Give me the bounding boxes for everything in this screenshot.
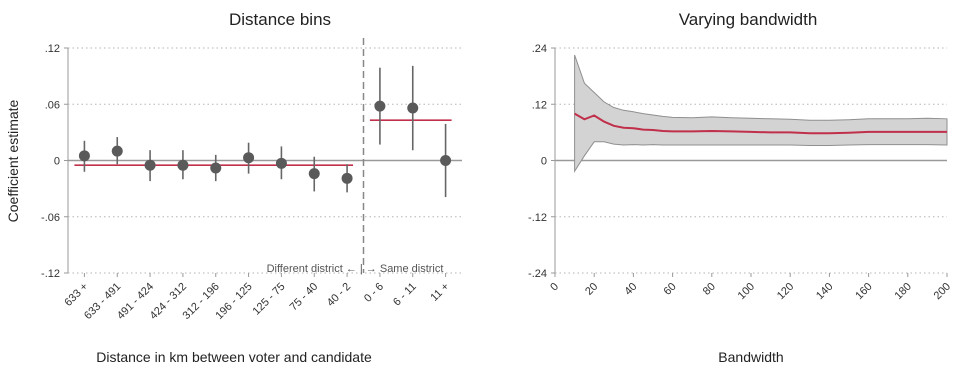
- right-y-tick-label: -.12: [528, 212, 547, 224]
- right-x-tick-label: 140: [814, 281, 835, 302]
- right-y-tick-labels: .24 .12 0 -.12 -.24: [528, 43, 547, 280]
- data-point: [111, 145, 123, 157]
- data-point: [78, 150, 90, 162]
- right-x-tick-labels: 0 20 40 60 80 100 120 140 160 180 200: [548, 273, 953, 302]
- right-x-tick-label: 80: [701, 281, 718, 298]
- right-y-tick-label: .12: [532, 99, 547, 111]
- right-gridlines: [551, 47, 947, 274]
- right-x-tick-label: 60: [662, 281, 679, 298]
- left-plot-area: [74, 38, 452, 273]
- data-point: [177, 159, 189, 171]
- data-point: [341, 172, 353, 184]
- data-point: [243, 152, 255, 164]
- right-x-tick-label: 0: [548, 281, 561, 294]
- distance-bins-panel: Distance bins .12 .06 0 -.06 -.12 633 +633 -…: [5, 10, 462, 365]
- data-point: [407, 102, 419, 114]
- data-point: [275, 157, 287, 169]
- left-x-tick-label: 6 - 11: [391, 281, 419, 309]
- data-point: [440, 155, 452, 166]
- varying-bandwidth-panel: Varying bandwidth .24 .12 0 -.12 -.24 0 20 40 6…: [528, 10, 953, 365]
- left-chart-title: Distance bins: [229, 10, 331, 29]
- right-x-tick-label: 100: [736, 281, 757, 302]
- data-point: [210, 162, 222, 174]
- left-x-tick-label: 0 - 6: [362, 281, 386, 305]
- left-y-tick-label: -.06: [41, 212, 60, 224]
- data-point: [144, 159, 156, 171]
- right-chart-title: Varying bandwidth: [679, 10, 818, 29]
- right-x-axis-label: Bandwidth: [718, 349, 783, 365]
- right-plot-area: [574, 54, 948, 174]
- left-y-tick-label: .12: [45, 43, 60, 55]
- right-y-tick-label: -.24: [528, 268, 547, 280]
- data-point: [374, 100, 386, 112]
- confidence-band: [574, 54, 948, 174]
- left-y-tick-label: .06: [45, 99, 60, 111]
- right-x-tick-label: 200: [932, 281, 953, 302]
- left-x-tick-label: 633 +: [62, 281, 90, 309]
- left-x-tick-label: 40 - 2: [325, 281, 353, 309]
- left-y-axis-label: Coefficient estimate: [5, 99, 21, 222]
- left-x-axis-label: Distance in km between voter and candida…: [96, 349, 372, 365]
- data-point: [308, 168, 320, 180]
- right-x-tick-label: 180: [892, 281, 913, 302]
- estimate-line: [574, 112, 947, 135]
- left-y-tick-labels: .12 .06 0 -.06 -.12: [41, 43, 60, 280]
- left-x-tick-label: 125 - 75: [251, 281, 288, 318]
- left-gridlines: [64, 47, 462, 274]
- left-y-tick-label: 0: [54, 156, 60, 168]
- right-x-tick-label: 120: [775, 281, 796, 302]
- right-x-tick-label: 20: [583, 281, 600, 298]
- left-y-tick-label: -.12: [41, 268, 60, 280]
- right-x-tick-label: 160: [853, 281, 874, 302]
- right-y-tick-label: .24: [532, 43, 547, 55]
- district-annotation: Different district ← | → Same district: [267, 263, 444, 275]
- right-y-tick-label: 0: [541, 156, 547, 168]
- left-x-tick-label: 75 - 40: [288, 281, 321, 314]
- right-x-tick-label: 40: [622, 281, 639, 298]
- left-x-tick-label: 11 +: [428, 281, 451, 304]
